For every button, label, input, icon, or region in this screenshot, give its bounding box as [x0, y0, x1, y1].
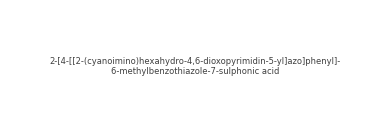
Text: 2-[4-[[2-(cyanoimino)hexahydro-4,6-dioxopyrimidin-5-yl]azo]phenyl]-
6-methylbenz: 2-[4-[[2-(cyanoimino)hexahydro-4,6-dioxo…	[50, 57, 341, 76]
